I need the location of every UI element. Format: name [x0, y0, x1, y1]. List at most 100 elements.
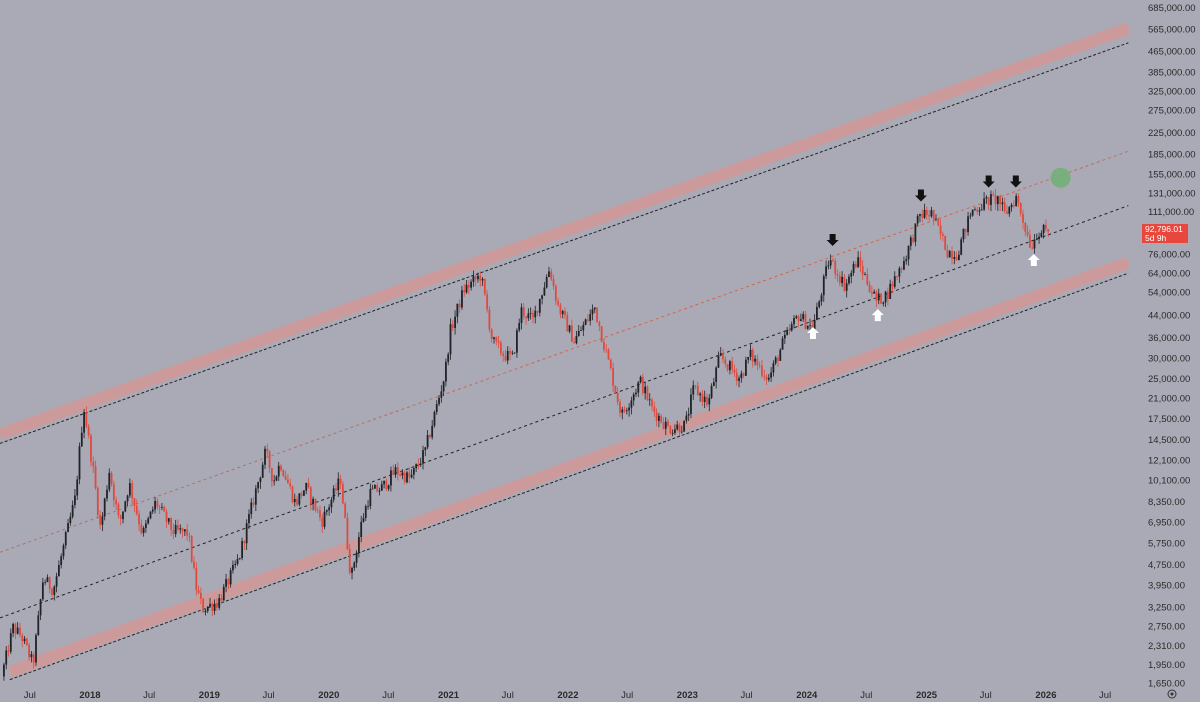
candle-body	[415, 464, 418, 469]
candle-body	[74, 495, 76, 505]
x-tick-label: Jul	[860, 690, 872, 701]
candle-body	[80, 432, 83, 447]
candle-body	[179, 528, 182, 530]
candle-body	[612, 368, 614, 386]
gear-ring	[1167, 689, 1177, 699]
candle-body	[19, 627, 21, 636]
y-tick-label: 325,000.00	[1148, 87, 1196, 98]
candle-body	[495, 337, 498, 341]
candle-body	[877, 293, 880, 301]
candle-body	[41, 582, 44, 600]
candle-body	[9, 633, 12, 652]
candle-body	[110, 472, 113, 485]
candle-body	[600, 326, 603, 342]
candle-body	[953, 256, 956, 259]
candle-body	[887, 291, 889, 299]
y-tick-label: 44,000.00	[1148, 311, 1190, 322]
candle-body	[339, 478, 342, 485]
candle-body	[321, 517, 324, 527]
candle-body	[211, 603, 214, 611]
candle-body	[529, 312, 532, 314]
candle-body	[687, 414, 690, 416]
candle-body	[747, 357, 750, 360]
candle-body	[836, 274, 839, 276]
y-tick-label: 54,000.00	[1148, 288, 1190, 299]
candle-body	[738, 378, 740, 381]
candle-body	[408, 472, 411, 478]
candle-body	[351, 567, 353, 573]
candle-body	[813, 319, 816, 332]
candle-body	[112, 484, 115, 501]
candle-body	[671, 432, 674, 434]
candle-body	[706, 396, 708, 405]
candle-body	[78, 446, 81, 480]
candle-body	[802, 314, 805, 320]
candle-body	[893, 276, 896, 287]
candle-body	[921, 214, 924, 218]
candle-body	[385, 480, 388, 489]
y-tick-label: 10,100.00	[1148, 476, 1190, 487]
candle-body	[1024, 222, 1027, 232]
candle-body	[67, 523, 69, 533]
candle-body	[717, 355, 720, 368]
candle-body	[357, 537, 360, 553]
candle-body	[644, 386, 647, 394]
candle-body	[410, 474, 413, 478]
y-tick-label: 21,000.00	[1148, 394, 1190, 405]
candle-body	[445, 361, 447, 382]
x-tick-label: 2025	[916, 690, 938, 701]
candle-body	[799, 319, 802, 322]
candle-body	[280, 465, 282, 471]
candle-body	[14, 623, 17, 634]
candle-body	[346, 517, 349, 550]
candle-body	[525, 316, 527, 319]
candle-body	[406, 472, 408, 483]
candle-body	[641, 376, 644, 394]
candle-body	[174, 525, 177, 534]
candle-body	[463, 290, 466, 293]
candle-body	[1006, 211, 1008, 214]
x-axis: Jul 2018 Jul 2019 Jul 2020 Jul 2021 Jul 2022 Jul 20…	[24, 690, 1112, 701]
candle-body	[158, 506, 161, 508]
candle-body	[916, 215, 919, 224]
candle-body	[401, 472, 404, 476]
x-tick-label: Jul	[740, 690, 752, 701]
candle-body	[646, 386, 649, 401]
candle-body	[438, 397, 440, 405]
candle-body	[122, 511, 124, 520]
candle-body	[341, 484, 344, 504]
candle-body	[994, 195, 997, 205]
candle-body	[1019, 203, 1022, 214]
candle-body	[467, 284, 470, 288]
candle-body	[980, 209, 983, 211]
settings-gear-icon[interactable]	[1167, 689, 1177, 699]
candle-body	[978, 210, 981, 212]
candle-body	[293, 498, 296, 503]
candle-body	[440, 391, 443, 398]
candle-body	[532, 312, 534, 318]
candle-body	[161, 506, 163, 508]
candle-body	[257, 482, 260, 489]
candle-body	[183, 529, 186, 532]
candle-body	[740, 373, 743, 379]
candle-body	[825, 266, 827, 277]
candle-body	[852, 263, 855, 273]
candle-body	[957, 254, 960, 261]
candle-body	[1031, 247, 1034, 249]
candle-body	[639, 376, 642, 383]
candle-body	[900, 268, 903, 270]
candle-body	[774, 357, 777, 364]
candle-body	[497, 340, 500, 343]
candle-body	[37, 615, 40, 636]
candle-body	[145, 523, 147, 529]
candle-body	[873, 291, 876, 294]
candle-body	[474, 276, 477, 280]
candle-body	[985, 197, 988, 199]
candle-body	[699, 393, 702, 396]
candle-body	[39, 599, 42, 616]
candle-body	[216, 603, 218, 608]
candle-body	[745, 359, 747, 376]
candle-body	[433, 411, 436, 426]
candle-body	[875, 291, 878, 301]
